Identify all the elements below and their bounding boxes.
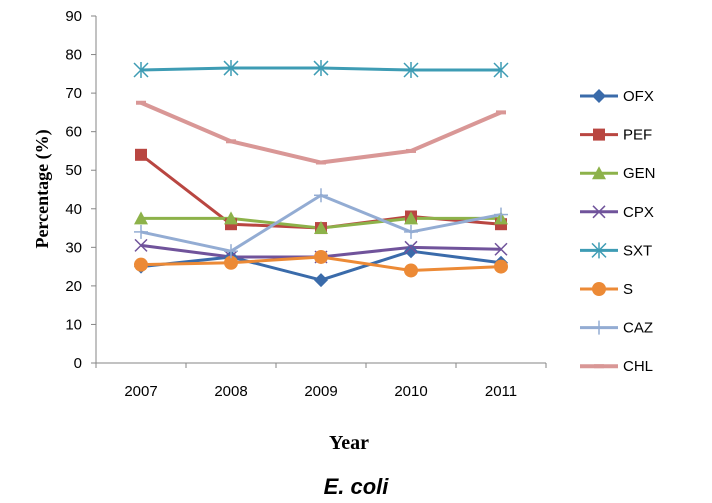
y-tick-label: 40: [65, 201, 82, 218]
data-point-caz: [314, 188, 328, 203]
x-tick-label: 2010: [394, 383, 427, 400]
legend-marker-s: [592, 282, 606, 296]
data-point-cpx: [494, 242, 508, 256]
y-tick-label: 30: [65, 239, 82, 256]
legend-item-sxt: SXT: [580, 242, 652, 259]
y-axis-title: Percentage (%): [32, 129, 53, 248]
legend-item-gen: GEN: [580, 165, 656, 182]
data-point-pef: [135, 148, 147, 161]
legend-item-chl: CHL: [580, 358, 653, 375]
data-point-caz: [404, 224, 418, 239]
x-tick-label: 2009: [304, 383, 337, 400]
axes: [91, 15, 547, 368]
series-lines: [140, 66, 502, 282]
data-point-cpx: [404, 240, 418, 254]
legend-item-pef: PEF: [580, 127, 652, 144]
y-tick-label: 80: [65, 47, 82, 64]
legend-label: S: [623, 281, 633, 298]
legend-marker-caz: [592, 320, 606, 335]
data-point-gen: [134, 211, 148, 225]
data-point-s: [134, 257, 148, 272]
y-tick-label: 20: [65, 278, 82, 295]
legend-marker-ofx: [592, 89, 606, 103]
legend-label: CPX: [623, 204, 654, 221]
data-point-gen: [314, 221, 328, 235]
series-line-chl: [140, 100, 502, 165]
legend-marker-sxt: [591, 242, 607, 259]
data-point-sxt: [403, 61, 419, 78]
legend-marker-gen: [592, 166, 606, 180]
data-point-gen: [224, 211, 238, 225]
y-tick-label: 90: [65, 8, 82, 25]
data-point-ofx: [404, 244, 418, 259]
legend-item-ofx: OFX: [580, 88, 654, 105]
x-axis-title: Year: [329, 432, 369, 454]
data-point-caz: [224, 244, 238, 259]
figure-caption: E. coli: [324, 474, 390, 499]
data-point-sxt: [133, 61, 149, 78]
legend-label: CHL: [623, 358, 653, 375]
data-point-caz: [494, 207, 508, 222]
data-point-ofx: [314, 273, 328, 288]
legend-label: PEF: [623, 127, 652, 144]
data-point-sxt: [223, 60, 239, 77]
legend-label: OFX: [623, 88, 654, 105]
legend: OFX PEF GEN CPX SXT S CAZ CHL: [580, 88, 656, 375]
data-point-s: [224, 255, 238, 270]
legend-marker-pef: [593, 128, 605, 141]
series-markers: [133, 60, 509, 288]
y-tick-label: 50: [65, 162, 82, 179]
legend-item-s: S: [580, 281, 633, 298]
data-point-s: [404, 263, 418, 278]
y-tick-label: 70: [65, 85, 82, 102]
data-point-s: [314, 249, 328, 264]
legend-marker-cpx: [592, 205, 606, 219]
data-point-cpx: [134, 238, 148, 252]
x-tick-labels: 2007 2008 2009 2010 2011: [124, 383, 517, 400]
data-point-s: [494, 259, 508, 274]
data-point-gen: [404, 211, 418, 225]
legend-label: SXT: [623, 242, 652, 259]
legend-item-cpx: CPX: [580, 204, 654, 221]
y-tick-labels: 0 10 20 30 40 50 60 70 80 90: [65, 8, 82, 372]
data-point-caz: [134, 224, 148, 239]
legend-label: CAZ: [623, 320, 653, 337]
x-tick-label: 2007: [124, 383, 157, 400]
data-point-sxt: [493, 61, 509, 78]
data-point-sxt: [313, 60, 329, 77]
y-tick-label: 0: [74, 355, 82, 372]
y-tick-label: 60: [65, 124, 82, 141]
x-tick-label: 2008: [214, 383, 247, 400]
y-tick-label: 10: [65, 316, 82, 333]
x-tick-label: 2011: [485, 383, 517, 400]
legend-label: GEN: [623, 165, 656, 182]
legend-item-caz: CAZ: [580, 320, 653, 337]
